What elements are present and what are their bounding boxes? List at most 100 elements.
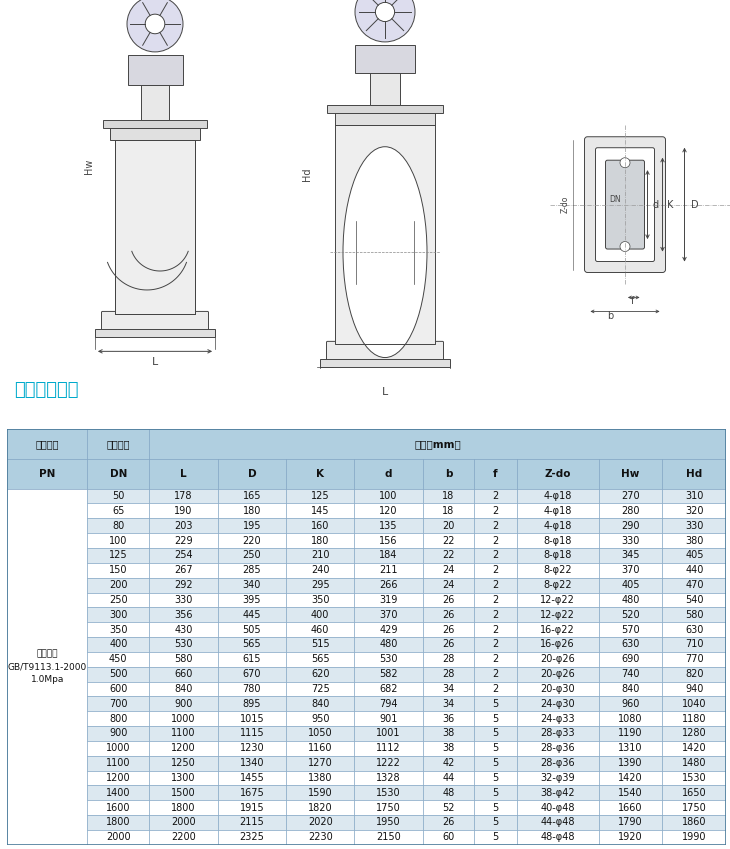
Bar	[286, 785, 354, 801]
Bar	[474, 771, 517, 785]
Text: DN: DN	[110, 469, 127, 479]
Text: 48-φ48: 48-φ48	[540, 832, 575, 842]
Text: 5: 5	[493, 699, 499, 709]
Bar	[150, 830, 218, 845]
Bar	[423, 785, 474, 801]
Bar	[662, 563, 726, 577]
Bar	[662, 577, 726, 593]
Text: 5: 5	[493, 788, 499, 798]
Bar	[517, 771, 599, 785]
Bar	[354, 666, 423, 682]
Bar	[662, 785, 726, 801]
Bar	[474, 682, 517, 696]
Bar	[599, 622, 662, 637]
Bar	[87, 830, 150, 845]
Text: 公称通径: 公称通径	[107, 439, 130, 449]
Text: 2200: 2200	[171, 832, 196, 842]
Text: 2000: 2000	[106, 832, 131, 842]
Bar	[662, 682, 726, 696]
Text: 345: 345	[621, 550, 639, 560]
Text: 292: 292	[174, 580, 193, 590]
Bar	[87, 533, 150, 548]
Bar	[150, 652, 218, 666]
Text: 8-φ22: 8-φ22	[543, 565, 572, 576]
Text: 24: 24	[442, 565, 455, 576]
Text: 470: 470	[685, 580, 704, 590]
Text: Hw: Hw	[84, 159, 94, 174]
Text: 725: 725	[311, 684, 329, 694]
Bar	[662, 519, 726, 533]
Bar	[286, 830, 354, 845]
Text: 370: 370	[380, 610, 398, 620]
Bar	[87, 519, 150, 533]
Circle shape	[355, 0, 415, 42]
Bar	[286, 801, 354, 815]
Bar	[662, 771, 726, 785]
Text: d: d	[385, 469, 392, 479]
Text: 8-φ22: 8-φ22	[543, 580, 572, 590]
Text: 1112: 1112	[376, 744, 401, 753]
Text: 2115: 2115	[239, 818, 264, 828]
Text: 1100: 1100	[172, 728, 196, 739]
Circle shape	[375, 3, 395, 21]
Text: 50: 50	[112, 491, 124, 501]
Bar	[474, 666, 517, 682]
Text: 840: 840	[174, 684, 193, 694]
Bar	[218, 607, 286, 622]
Text: 1280: 1280	[682, 728, 707, 739]
Text: 65: 65	[112, 506, 124, 516]
Bar	[354, 519, 423, 533]
Text: 1200: 1200	[172, 744, 196, 753]
Bar	[150, 622, 218, 637]
Bar	[599, 489, 662, 503]
Bar	[286, 548, 354, 563]
Bar	[354, 711, 423, 726]
Text: 900: 900	[109, 728, 128, 739]
Bar	[474, 622, 517, 637]
Text: 780: 780	[242, 684, 261, 694]
Text: 250: 250	[109, 595, 128, 605]
Text: 2: 2	[493, 536, 499, 546]
Bar	[599, 548, 662, 563]
Bar	[150, 533, 218, 548]
Text: 580: 580	[685, 610, 704, 620]
Bar	[327, 104, 443, 113]
Text: 950: 950	[311, 714, 329, 723]
Text: 280: 280	[621, 506, 639, 516]
Bar	[87, 756, 150, 771]
Bar	[599, 607, 662, 622]
Bar	[286, 519, 354, 533]
Bar	[87, 429, 150, 458]
Bar	[517, 489, 599, 503]
Text: 1000: 1000	[106, 744, 131, 753]
Text: 740: 740	[621, 669, 639, 679]
Text: 250: 250	[242, 550, 261, 560]
Text: 565: 565	[311, 655, 329, 664]
FancyBboxPatch shape	[585, 137, 666, 273]
Text: 630: 630	[621, 639, 639, 649]
Bar	[354, 652, 423, 666]
Bar	[218, 726, 286, 741]
Bar	[599, 830, 662, 845]
Text: 2: 2	[493, 639, 499, 649]
Bar	[218, 533, 286, 548]
Bar	[7, 458, 87, 489]
Bar	[517, 503, 599, 519]
Bar	[517, 830, 599, 845]
Bar	[474, 696, 517, 711]
Text: 5: 5	[493, 728, 499, 739]
Bar	[662, 815, 726, 830]
Text: 565: 565	[242, 639, 261, 649]
Bar	[286, 607, 354, 622]
Text: 480: 480	[621, 595, 639, 605]
Text: 1530: 1530	[376, 788, 401, 798]
Text: 400: 400	[109, 639, 128, 649]
Text: 429: 429	[380, 625, 398, 634]
Bar	[662, 503, 726, 519]
Text: 1400: 1400	[106, 788, 131, 798]
Bar	[599, 711, 662, 726]
Bar	[517, 652, 599, 666]
Bar	[87, 458, 150, 489]
Bar	[517, 741, 599, 756]
FancyBboxPatch shape	[326, 341, 444, 360]
